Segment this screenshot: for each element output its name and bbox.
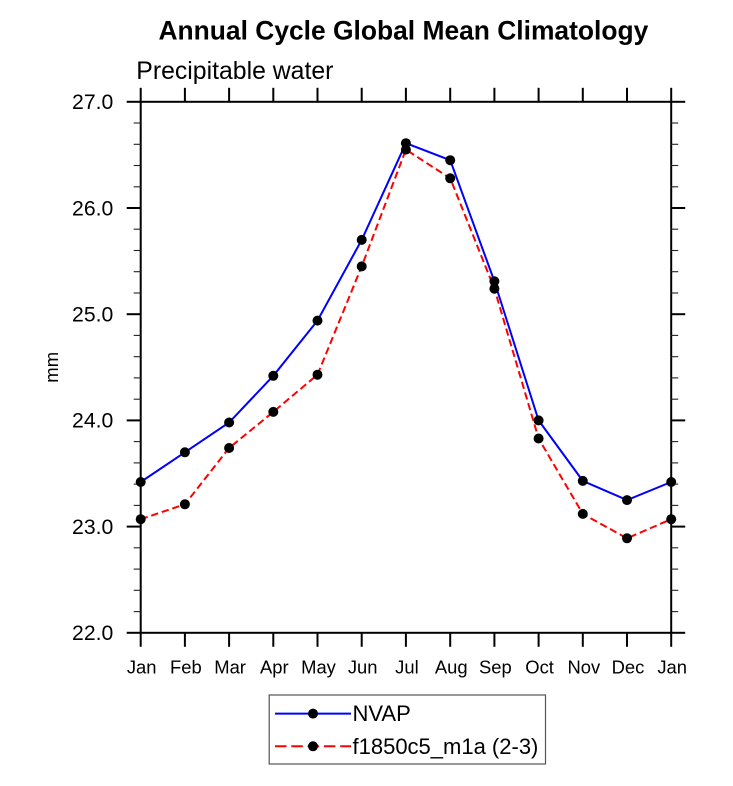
svg-text:Mar: Mar <box>214 657 246 678</box>
svg-text:Apr: Apr <box>260 657 289 678</box>
svg-text:27.0: 27.0 <box>72 91 113 114</box>
svg-text:f1850c5_m1a (2-3): f1850c5_m1a (2-3) <box>353 734 539 759</box>
svg-text:Sep: Sep <box>479 657 512 678</box>
svg-text:Aug: Aug <box>435 657 468 678</box>
svg-text:Annual Cycle Global Mean Clima: Annual Cycle Global Mean Climatology <box>159 16 649 46</box>
svg-text:Precipitable water: Precipitable water <box>136 58 333 85</box>
svg-text:26.0: 26.0 <box>72 197 113 220</box>
svg-text:Oct: Oct <box>525 657 554 678</box>
svg-text:Jan: Jan <box>127 657 157 678</box>
svg-text:Jan: Jan <box>657 657 687 678</box>
svg-text:23.0: 23.0 <box>72 516 113 539</box>
svg-text:Nov: Nov <box>567 657 601 678</box>
svg-text:NVAP: NVAP <box>353 701 411 726</box>
svg-text:mm: mm <box>41 352 62 383</box>
svg-text:Dec: Dec <box>612 657 645 678</box>
svg-text:Feb: Feb <box>170 657 202 678</box>
svg-text:May: May <box>301 657 337 678</box>
svg-text:Jul: Jul <box>395 657 419 678</box>
svg-text:22.0: 22.0 <box>72 622 113 645</box>
svg-text:24.0: 24.0 <box>72 410 113 433</box>
svg-text:25.0: 25.0 <box>72 304 113 327</box>
svg-text:Jun: Jun <box>348 657 378 678</box>
